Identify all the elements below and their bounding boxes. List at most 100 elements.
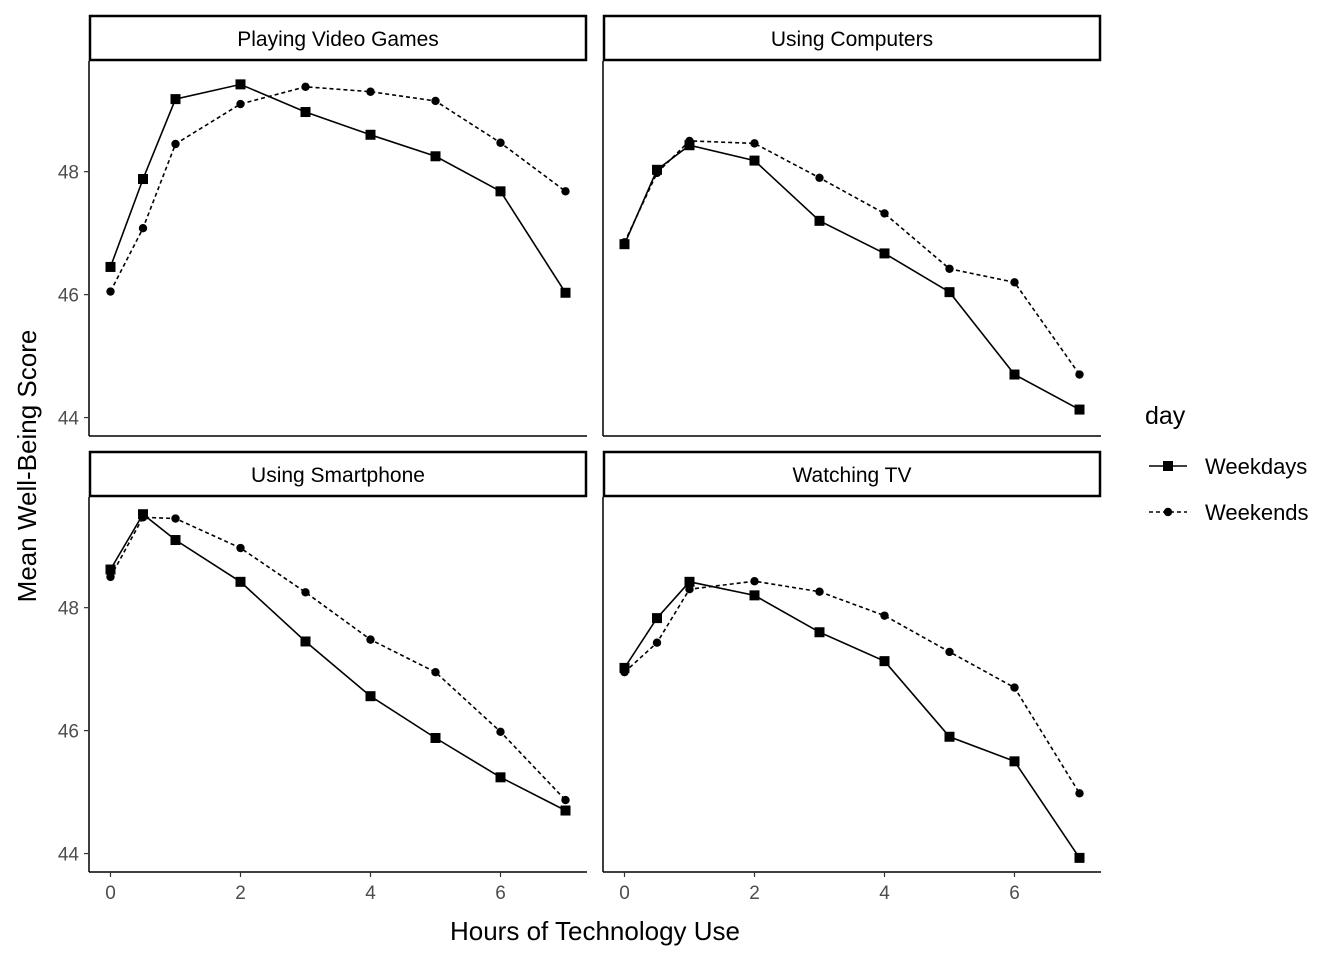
- strip-box: [602, 450, 1102, 498]
- strip-label: Using Smartphone: [251, 464, 425, 487]
- point: [171, 139, 180, 149]
- point: [105, 564, 116, 575]
- point: [945, 264, 954, 273]
- point: [300, 107, 311, 118]
- y-tick-label: 48: [58, 599, 79, 620]
- x-tick-label: 4: [365, 883, 376, 904]
- point: [495, 186, 506, 197]
- point: [814, 627, 825, 638]
- legend-key-marker: [1163, 461, 1173, 471]
- panel-watching-tv: Watching TV 0 2 4 6: [602, 450, 1102, 904]
- point: [138, 224, 148, 233]
- x-tick-label: 2: [235, 883, 246, 904]
- point: [1074, 852, 1085, 863]
- point: [496, 727, 505, 737]
- point: [815, 587, 824, 596]
- point: [880, 209, 889, 218]
- legend-label: Weekends: [1205, 500, 1309, 525]
- x-tick-label: 0: [105, 883, 116, 904]
- x-tick-label: 4: [879, 883, 890, 904]
- point: [1074, 404, 1085, 415]
- point: [366, 87, 375, 96]
- point: [685, 136, 694, 146]
- series-line: [109, 516, 567, 801]
- series-weekdays: [619, 140, 1085, 415]
- point: [366, 635, 375, 644]
- y-axis-title: Mean Well-Being Score: [12, 330, 42, 603]
- point: [170, 535, 181, 546]
- point: [944, 287, 955, 298]
- point: [138, 174, 148, 185]
- point: [1009, 369, 1020, 380]
- legend-label: Weekdays: [1205, 454, 1307, 479]
- strip-label: Playing Video Games: [237, 28, 439, 51]
- x-tick-label: 2: [749, 883, 760, 904]
- series-weekdays: [105, 79, 571, 298]
- point: [815, 173, 824, 183]
- series-line: [623, 580, 1081, 859]
- point: [652, 613, 662, 624]
- point: [431, 668, 440, 677]
- y-tick-label: 46: [58, 722, 79, 743]
- series-weekdays: [619, 576, 1085, 863]
- legend-item-weekdays: Weekdays: [1149, 454, 1307, 479]
- point: [1075, 370, 1084, 379]
- series-line: [623, 140, 1081, 375]
- series-line: [109, 513, 566, 812]
- point: [105, 261, 116, 272]
- point: [365, 129, 376, 140]
- strip-label: Using Computers: [771, 28, 933, 51]
- point: [560, 287, 571, 298]
- point: [561, 795, 570, 805]
- point: [430, 732, 441, 743]
- point: [431, 96, 440, 106]
- strip-box: [88, 450, 588, 498]
- point: [496, 138, 505, 147]
- point: [1009, 756, 1020, 767]
- point: [106, 287, 115, 296]
- point: [1075, 789, 1084, 798]
- point: [684, 576, 695, 587]
- point: [170, 94, 181, 105]
- point: [1010, 278, 1019, 287]
- y-tick-label: 48: [58, 163, 79, 184]
- point: [620, 238, 629, 247]
- point: [879, 248, 890, 259]
- point: [880, 611, 889, 620]
- x-tick-label: 6: [1009, 883, 1020, 904]
- point: [138, 513, 148, 522]
- point: [879, 656, 890, 667]
- point: [750, 139, 759, 148]
- point: [365, 691, 376, 702]
- point: [749, 590, 760, 601]
- series-weekends: [620, 136, 1084, 379]
- panel-using-computers: Using Computers: [602, 14, 1102, 437]
- point: [814, 215, 825, 226]
- x-tick-label: 0: [619, 883, 630, 904]
- point: [944, 731, 955, 742]
- point: [171, 514, 180, 523]
- series-weekends: [106, 82, 570, 296]
- legend-item-weekends: Weekends: [1149, 500, 1309, 525]
- point: [685, 585, 694, 594]
- strip-box: [602, 14, 1102, 62]
- series-weekends: [106, 513, 570, 805]
- point: [301, 588, 310, 597]
- point: [561, 187, 570, 196]
- point: [560, 805, 571, 816]
- point: [684, 140, 695, 151]
- point: [300, 636, 311, 647]
- point: [106, 572, 115, 582]
- point: [430, 151, 441, 162]
- y-tick-label: 46: [58, 286, 79, 307]
- point: [652, 638, 662, 647]
- point: [619, 662, 630, 673]
- strip-label: Watching TV: [792, 464, 911, 487]
- point: [236, 543, 245, 553]
- legend-key-marker: [1163, 507, 1173, 517]
- point: [236, 99, 245, 109]
- series-weekdays: [105, 509, 571, 816]
